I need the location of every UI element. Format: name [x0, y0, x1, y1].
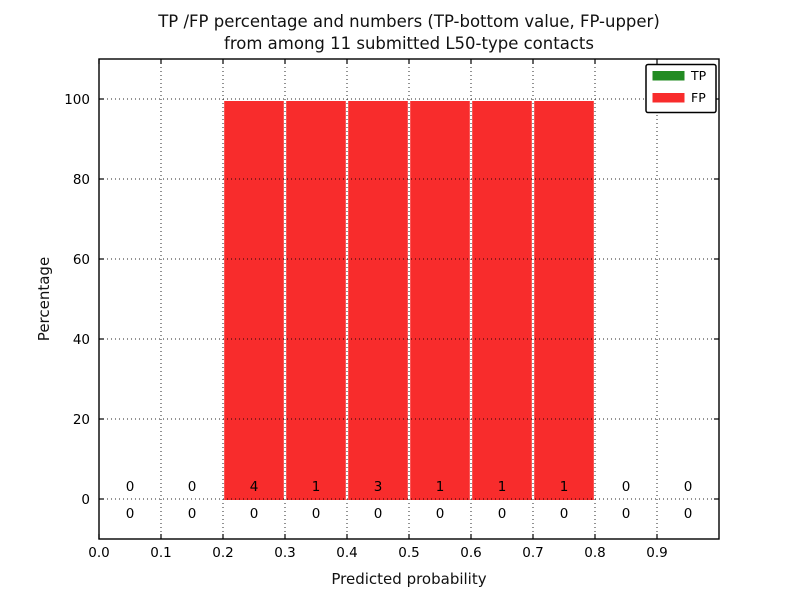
legend-label-fp: FP [691, 90, 706, 105]
legend-swatch-fp [652, 93, 685, 103]
x-tick-label: 0.0 [88, 545, 109, 561]
bar-fp [286, 101, 346, 500]
legend-label-tp: TP [690, 68, 707, 83]
y-tick-label: 100 [64, 92, 90, 108]
fp-count-label: 1 [312, 479, 321, 495]
x-tick-label: 0.7 [522, 545, 543, 561]
fp-count-label: 0 [126, 479, 135, 495]
tp-count-label: 0 [498, 506, 507, 522]
fp-count-label: 3 [374, 479, 383, 495]
bar-fp [472, 101, 532, 500]
tp-count-label: 0 [684, 506, 693, 522]
count-labels-group: 0 0 0 0 4 0 1 0 3 0 1 0 1 0 1 0 0 0 0 0 [126, 479, 693, 522]
tick-labels-group: 0.0 0.1 0.2 0.3 0.4 0.5 0.6 0.7 0.8 0.90204060801… [64, 92, 668, 561]
fp-count-label: 1 [498, 479, 507, 495]
x-tick-label: 0.8 [584, 545, 605, 561]
x-tick-label: 0.1 [150, 545, 171, 561]
tp-count-label: 0 [374, 506, 383, 522]
y-tick-label: 20 [73, 412, 90, 428]
x-tick-label: 0.5 [398, 545, 419, 561]
fp-count-label: 0 [188, 479, 197, 495]
tp-count-label: 0 [622, 506, 631, 522]
x-tick-label: 0.4 [336, 545, 357, 561]
y-tick-label: 40 [73, 332, 90, 348]
chart-title-line2: from among 11 submitted L50-type contact… [224, 34, 594, 53]
bar-fp [224, 101, 284, 500]
tp-count-label: 0 [312, 506, 321, 522]
x-tick-label: 0.3 [274, 545, 295, 561]
tp-count-label: 0 [126, 506, 135, 522]
bar-fp [410, 101, 470, 500]
tp-count-label: 0 [188, 506, 197, 522]
fp-count-label: 0 [684, 479, 693, 495]
tp-count-label: 0 [436, 506, 445, 522]
fp-count-label: 0 [622, 479, 631, 495]
bars-group [224, 101, 594, 500]
fp-count-label: 1 [436, 479, 445, 495]
legend: TP FP [645, 63, 717, 114]
tp-count-label: 0 [250, 506, 259, 522]
y-tick-label: 80 [73, 172, 90, 188]
x-axis-label: Predicted probability [331, 570, 487, 588]
y-tick-label: 60 [73, 252, 90, 268]
fp-count-label: 4 [250, 479, 259, 495]
chart-title: TP /FP percentage and numbers (TP-bottom… [99, 11, 719, 55]
x-tick-label: 0.6 [460, 545, 481, 561]
ticks-group [98, 59, 719, 539]
grid-group [99, 59, 719, 539]
x-tick-label: 0.2 [212, 545, 233, 561]
x-tick-label: 0.9 [646, 545, 667, 561]
fp-count-label: 1 [560, 479, 569, 495]
bar-fp [534, 101, 594, 500]
y-tick-label: 0 [81, 492, 90, 508]
legend-swatch-tp [652, 71, 685, 81]
y-axis-label: Percentage [35, 256, 53, 342]
chart-title-line1: TP /FP percentage and numbers (TP-bottom… [158, 12, 660, 31]
tp-count-label: 0 [560, 506, 569, 522]
bar-fp [348, 101, 408, 500]
